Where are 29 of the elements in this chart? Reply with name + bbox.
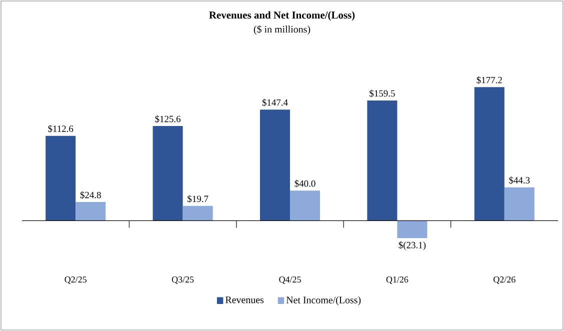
data-label: $112.6: [48, 125, 74, 133]
data-label: $40.0: [294, 180, 316, 188]
data-label: $125.6: [155, 115, 181, 123]
bar: [152, 126, 183, 221]
legend-label: Net Income/(Loss): [286, 296, 361, 306]
data-label: $44.3: [509, 176, 530, 184]
data-label: $177.2: [476, 76, 502, 84]
data-label: $19.7: [188, 195, 208, 203]
chart-subtitle: ($ in millions): [254, 25, 310, 35]
bar: [290, 190, 320, 221]
x-tick-label: Q1/26: [386, 276, 408, 284]
x-tick-label: Q2/26: [494, 276, 516, 284]
bar: [504, 187, 534, 221]
bar: [260, 110, 290, 221]
legend-label: Revenues: [225, 296, 264, 304]
x-tick-label: Q2/25: [64, 276, 86, 284]
x-tick-label: Q4/25: [279, 276, 301, 284]
data-label: $147.4: [262, 98, 288, 106]
bar: [474, 87, 504, 221]
bar: [46, 136, 76, 221]
bar: [367, 100, 398, 221]
bar: [182, 206, 213, 221]
bar: [76, 202, 106, 221]
data-label: $(23.1): [398, 241, 426, 250]
bar: [397, 220, 428, 238]
data-label: $24.8: [80, 191, 101, 199]
x-tick-label: Q3/25: [172, 276, 194, 284]
chart-title: Revenues and Net Income/(Loss): [209, 11, 355, 21]
data-label: $159.5: [370, 90, 395, 98]
